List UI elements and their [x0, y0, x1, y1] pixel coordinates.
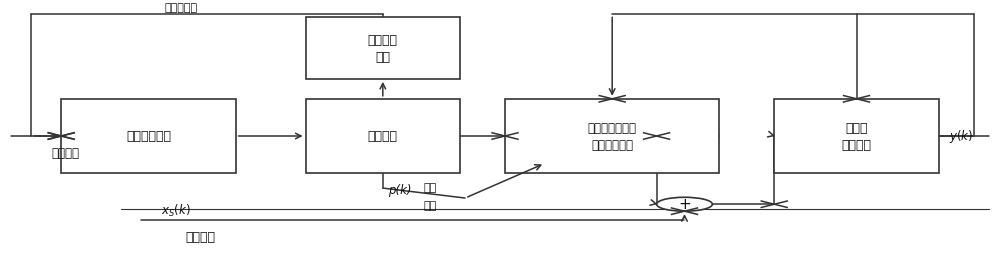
Text: 常数模盲均衡: 常数模盲均衡	[126, 130, 171, 143]
Bar	[505, 99, 719, 173]
Text: 数据缓冲: 数据缓冲	[368, 130, 398, 143]
Text: 互相关
模糊计算: 互相关 模糊计算	[842, 121, 872, 151]
Text: $x_S(k)$: $x_S(k)$	[161, 202, 191, 218]
Text: 满足: 满足	[424, 182, 437, 192]
Text: 归一化最小均方
误差多径滤波: 归一化最小均方 误差多径滤波	[588, 121, 637, 151]
Bar	[306, 99, 460, 173]
Text: +: +	[678, 196, 691, 211]
Text: 监测通道: 监测通道	[186, 230, 216, 243]
Text: 未满足要求: 未满足要求	[164, 3, 197, 13]
Text: 要求: 要求	[424, 201, 437, 211]
Text: $y(k)$: $y(k)$	[949, 128, 973, 145]
Bar	[774, 99, 939, 173]
Bar	[306, 18, 460, 80]
Text: p(k): p(k)	[388, 183, 411, 196]
Text: 参考通道: 参考通道	[51, 146, 79, 159]
Bar	[61, 99, 236, 173]
Circle shape	[657, 198, 712, 211]
Text: 均方误差
判断: 均方误差 判断	[368, 34, 398, 64]
